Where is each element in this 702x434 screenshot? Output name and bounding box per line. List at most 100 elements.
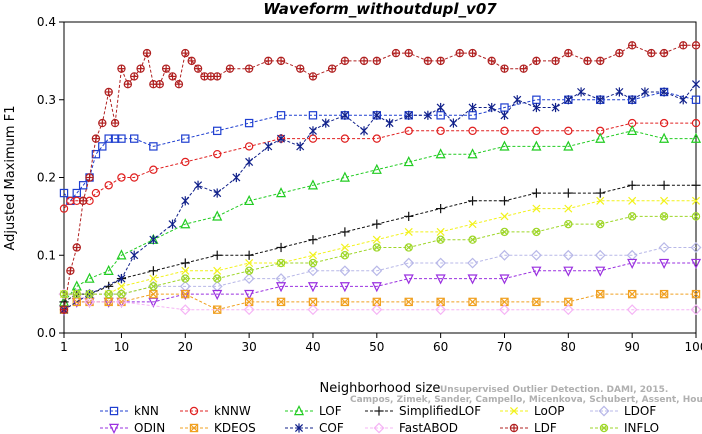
data-point (244, 250, 254, 260)
data-point (340, 110, 349, 120)
data-point (243, 304, 255, 316)
data-point (340, 56, 350, 66)
data-point (532, 102, 541, 113)
data-point (187, 56, 196, 66)
data-point (435, 148, 446, 159)
data-point (371, 282, 382, 293)
data-point (161, 64, 171, 73)
data-point (307, 282, 319, 293)
data-point (500, 110, 509, 120)
data-point (404, 211, 414, 221)
data-point (391, 48, 401, 58)
data-point (180, 218, 191, 229)
data-point (499, 249, 510, 261)
data-point (245, 157, 254, 167)
data-point (627, 180, 637, 190)
data-point (531, 188, 542, 198)
data-point (563, 266, 574, 277)
legend-marker (189, 423, 199, 433)
data-point (168, 72, 177, 81)
series-lof (58, 124, 702, 307)
legend-label: INFLO (624, 421, 659, 434)
data-point (193, 64, 203, 73)
data-point (340, 243, 349, 252)
data-point (308, 258, 318, 268)
data-point (563, 188, 573, 198)
x-tick-label: 30 (241, 340, 256, 354)
data-point (91, 188, 101, 198)
data-point (181, 157, 190, 167)
y-axis-label: Adjusted Maximum F1 (3, 106, 18, 251)
data-point (467, 196, 478, 206)
data-point (615, 87, 624, 97)
series-line (63, 130, 696, 303)
data-point (181, 266, 190, 275)
data-point (691, 95, 701, 104)
data-point (244, 118, 254, 128)
legend-item: COF (285, 421, 344, 434)
data-point (436, 204, 446, 214)
data-point (340, 251, 350, 260)
data-point (372, 243, 382, 252)
data-point (103, 264, 114, 275)
data-point (116, 296, 127, 308)
legend-item: LOF (285, 404, 342, 418)
data-point (244, 194, 255, 206)
data-point (155, 79, 164, 89)
data-point (296, 64, 305, 73)
watermark-line-1: Unsupervised Outlier Detection. DAMI, 20… (440, 385, 668, 395)
data-point (595, 266, 606, 277)
legend-marker (109, 406, 119, 416)
data-point (564, 204, 573, 213)
data-point (679, 95, 688, 105)
data-point (130, 173, 139, 182)
legend-label: LoOP (534, 404, 565, 418)
data-point (275, 187, 287, 198)
watermark-line-2: Campos, Zimek, Sander, Campello, Micenko… (350, 395, 702, 405)
data-point (532, 297, 541, 307)
data-point (435, 257, 447, 269)
data-point (658, 242, 670, 253)
data-point (245, 259, 254, 268)
data-point (563, 140, 574, 151)
data-point (500, 212, 509, 221)
data-point (181, 196, 190, 206)
data-point (659, 180, 669, 190)
data-point (659, 118, 669, 128)
legend-marker (189, 406, 199, 416)
legend-marker (509, 406, 519, 416)
data-point (72, 243, 81, 252)
data-point (149, 274, 158, 283)
data-point (66, 266, 75, 275)
data-point (595, 132, 606, 143)
data-point (455, 48, 464, 58)
data-point (627, 289, 637, 299)
data-point (659, 212, 669, 221)
x-tick-label: 40 (305, 340, 320, 354)
legend-label: FastABOD (399, 421, 458, 434)
data-point (276, 242, 286, 253)
data-point (436, 227, 445, 236)
data-point (564, 48, 573, 58)
data-point (59, 305, 69, 314)
data-point (359, 56, 369, 66)
data-point (564, 126, 573, 136)
data-point (149, 289, 158, 299)
data-point (307, 304, 319, 316)
data-point (72, 289, 81, 299)
data-point (104, 289, 113, 299)
legend-label: COF (319, 421, 344, 434)
data-point (583, 56, 592, 66)
data-point (78, 181, 88, 190)
data-point (435, 304, 447, 316)
x-tick-label: 100 (685, 340, 702, 354)
data-point (691, 196, 701, 205)
data-point (213, 72, 222, 81)
data-point (436, 235, 445, 244)
data-point (372, 134, 382, 143)
data-point (467, 148, 478, 159)
data-point (181, 274, 190, 283)
data-point (149, 282, 158, 291)
data-point (117, 134, 126, 143)
data-point (627, 212, 637, 221)
